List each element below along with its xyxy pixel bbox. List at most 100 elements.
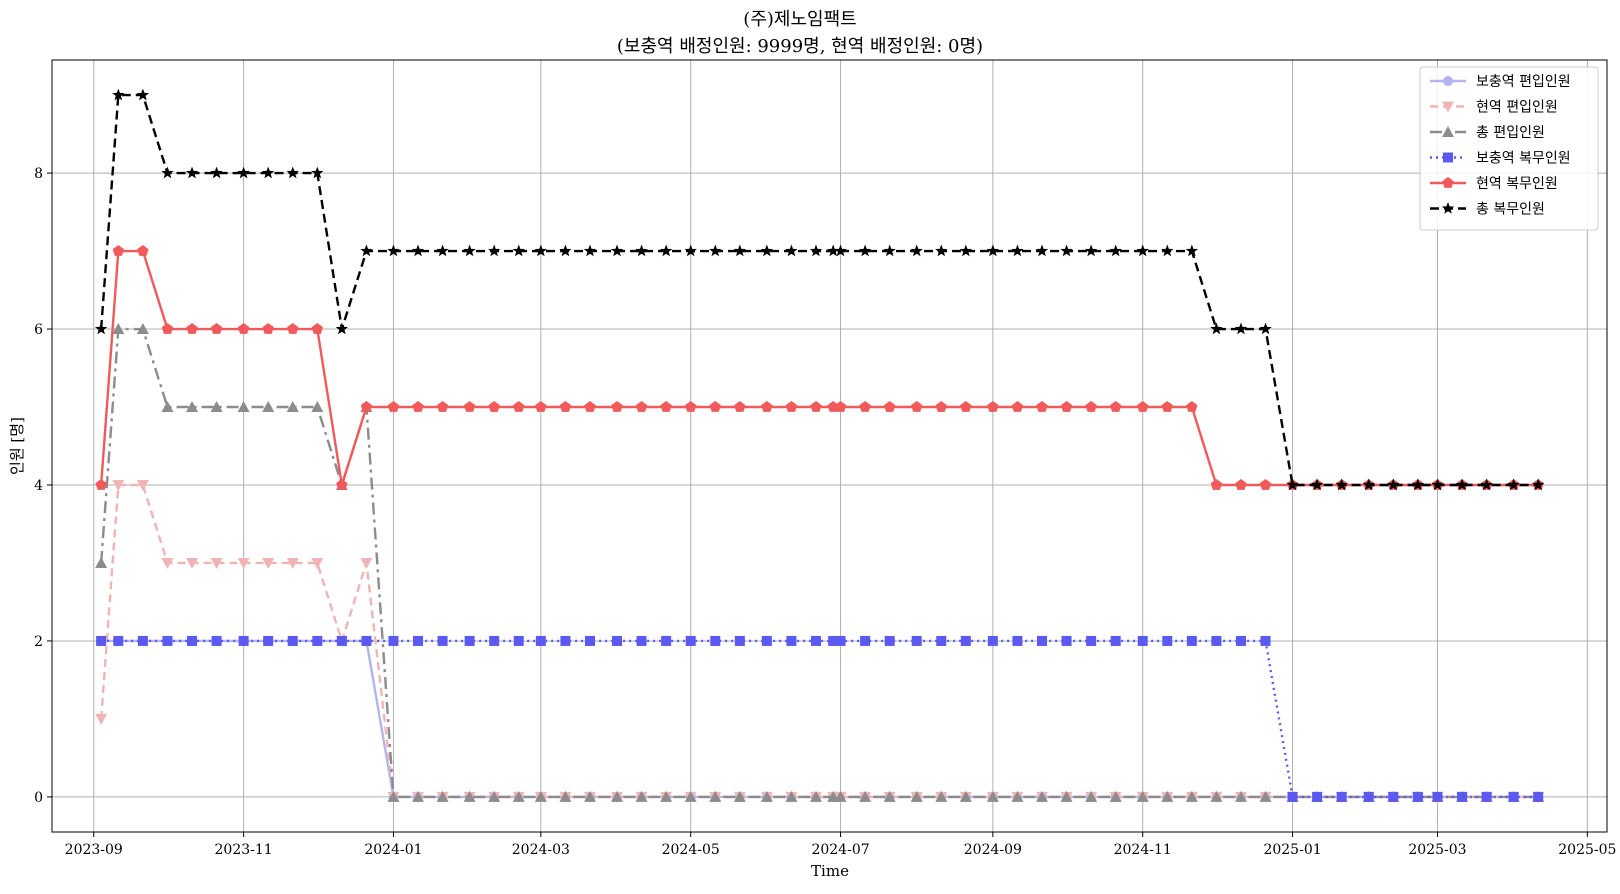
data-point [709, 790, 722, 802]
data-point [1336, 791, 1347, 802]
data-point [1085, 790, 1098, 802]
data-point [513, 401, 525, 412]
series-6 [94, 88, 1545, 491]
y-tick-label: 6 [34, 322, 43, 338]
legend-label: 보충역 복무인원 [1476, 151, 1571, 167]
series-line [99, 249, 1539, 487]
data-point [1060, 401, 1073, 412]
data-point [311, 166, 324, 179]
x-tick-label: 2023-09 [65, 842, 123, 858]
data-point [1260, 635, 1271, 646]
data-point [1161, 244, 1174, 257]
data-point [287, 635, 298, 646]
data-point [336, 635, 347, 646]
data-point [661, 635, 672, 646]
data-point [733, 790, 746, 802]
data-point [463, 401, 476, 412]
data-point [959, 244, 973, 257]
data-point [761, 401, 773, 412]
data-point [860, 635, 871, 646]
data-point [785, 401, 798, 412]
data-point [535, 635, 546, 646]
data-point [136, 323, 149, 335]
y-tick-label: 8 [34, 166, 43, 182]
data-point [286, 557, 299, 569]
legend-item: 총 편입인원 [1430, 125, 1545, 141]
data-point [785, 790, 798, 802]
series-3 [95, 323, 1545, 802]
series-line [101, 639, 1539, 799]
x-tick-label: 2025-03 [1408, 842, 1466, 858]
data-point [1185, 790, 1198, 802]
data-point [413, 635, 424, 646]
data-point [262, 557, 275, 569]
data-point [262, 401, 275, 413]
data-point [559, 401, 572, 412]
data-point [1507, 478, 1520, 491]
data-point [834, 790, 847, 802]
data-point [311, 323, 324, 334]
data-point [1259, 478, 1272, 490]
data-point [710, 635, 721, 646]
data-point [828, 635, 839, 646]
data-point [559, 244, 572, 257]
data-point [210, 323, 223, 334]
data-point [635, 244, 648, 257]
data-point [95, 556, 108, 568]
chart-title: (주)제노임팩트 [743, 9, 856, 30]
data-point [488, 244, 501, 257]
legend-label: 총 편입인원 [1476, 125, 1545, 141]
data-point [436, 790, 449, 802]
data-point [883, 244, 896, 257]
data-point [1363, 791, 1374, 802]
legend-label: 현역 편입인원 [1476, 100, 1558, 116]
data-point [1432, 791, 1443, 802]
data-point [112, 323, 125, 335]
legend-item: 총 복무인원 [1430, 202, 1545, 218]
data-point [161, 166, 174, 179]
data-point [910, 244, 923, 257]
data-point [237, 323, 250, 334]
data-point [161, 401, 174, 413]
data-point [1259, 322, 1272, 335]
data-point [387, 244, 400, 257]
data-point [534, 244, 548, 257]
data-point [960, 401, 972, 412]
data-point [534, 790, 547, 802]
data-point [1109, 244, 1122, 257]
data-point [512, 244, 525, 257]
data-point [685, 401, 697, 412]
data-point [1235, 478, 1247, 490]
legend-item: 현역 복무인원 [1430, 176, 1558, 192]
series-layer [94, 88, 1545, 803]
data-point [883, 790, 896, 802]
data-point [1234, 790, 1247, 802]
data-point [660, 790, 673, 802]
data-point [1011, 401, 1024, 412]
data-point [1481, 791, 1492, 802]
data-point [387, 790, 400, 802]
data-point [859, 401, 871, 412]
data-point [1388, 791, 1399, 802]
data-point [112, 479, 125, 491]
x-tick-label: 2024-03 [512, 842, 570, 858]
y-tick-label: 2 [34, 634, 43, 650]
data-point [136, 479, 149, 491]
data-point [1060, 790, 1073, 802]
data-point [1210, 478, 1223, 490]
data-point [1362, 478, 1375, 491]
x-tick-label: 2024-09 [964, 842, 1022, 858]
data-point [611, 790, 624, 802]
data-point [935, 401, 947, 412]
data-point [911, 401, 923, 412]
data-point [709, 401, 721, 412]
grid [52, 60, 1607, 832]
data-point [1061, 635, 1072, 646]
legend-marker [1441, 202, 1455, 214]
data-point [387, 401, 400, 412]
data-point [1012, 635, 1023, 646]
data-point [986, 790, 999, 802]
data-point [810, 635, 821, 646]
data-point [237, 557, 250, 569]
